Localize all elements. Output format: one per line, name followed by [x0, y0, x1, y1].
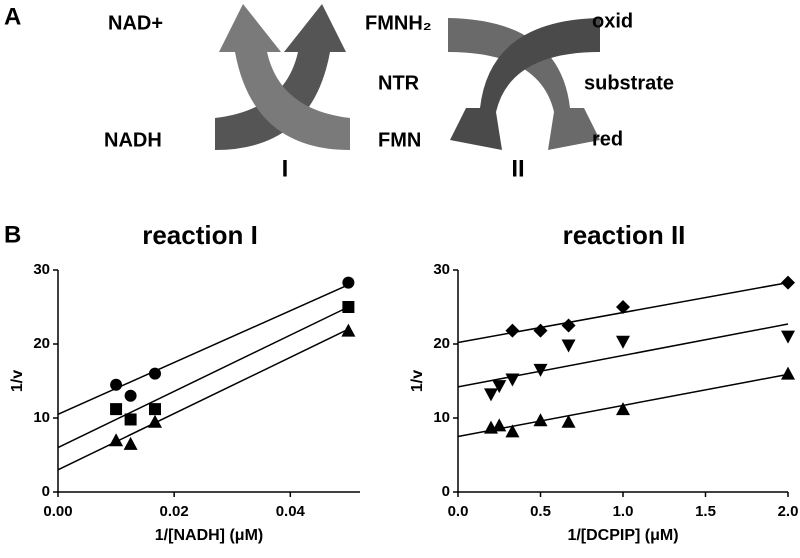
point [505, 323, 520, 338]
y-tick-label: 30 [33, 261, 50, 278]
node-label: oxid [592, 10, 633, 32]
point [505, 373, 520, 387]
x-tick-label: 0.5 [530, 503, 551, 520]
point [533, 363, 548, 377]
point [561, 339, 576, 353]
point [484, 388, 498, 402]
y-tick-label: 0 [442, 483, 450, 500]
node-label: NADH [104, 129, 162, 151]
fit-line [57, 306, 349, 449]
point [533, 413, 548, 427]
node-label: red [592, 128, 623, 150]
fit-line [57, 284, 349, 415]
point [124, 389, 137, 402]
x-tick-label: 1.5 [695, 503, 716, 520]
chart-title: reaction I [142, 220, 258, 250]
x-tick-label: 2.0 [778, 503, 799, 520]
point [616, 335, 630, 349]
node-label: FMN [378, 129, 421, 151]
point [148, 403, 161, 416]
point [561, 414, 576, 428]
point [109, 433, 124, 447]
y-axis-label: 1/v [409, 370, 426, 392]
y-tick-label: 0 [42, 483, 50, 500]
y-tick-label: 10 [33, 409, 50, 426]
arrow [219, 4, 350, 150]
y-tick-label: 30 [433, 261, 450, 278]
point [110, 403, 123, 416]
x-tick-label: 0.04 [276, 503, 306, 520]
point [781, 366, 795, 380]
point [110, 378, 123, 391]
point [781, 275, 795, 290]
arrow [215, 4, 346, 150]
x-tick-label: 0.0 [448, 503, 469, 520]
node-label: NAD+ [108, 12, 163, 34]
point [341, 323, 356, 337]
y-tick-label: 20 [433, 335, 450, 352]
point [124, 413, 137, 426]
point [492, 380, 507, 394]
node-label: NTR [378, 72, 420, 94]
x-tick-label: 1.0 [613, 503, 634, 520]
point [342, 276, 355, 289]
point [533, 323, 548, 338]
y-axis-label: 1/v [9, 370, 26, 392]
panel-label: B [4, 221, 21, 248]
arrow [448, 18, 600, 150]
step-label: I [282, 155, 289, 182]
point [781, 330, 795, 344]
fit-line [57, 328, 349, 471]
point [148, 367, 161, 380]
x-axis-label: 1/[NADH] (μM) [155, 527, 263, 544]
panel-label: A [4, 3, 21, 30]
point [616, 300, 630, 314]
point [342, 301, 355, 313]
point [561, 318, 576, 333]
point [505, 424, 520, 438]
y-tick-label: 20 [33, 335, 50, 352]
arrow [450, 18, 600, 150]
y-tick-label: 10 [433, 409, 450, 426]
x-tick-label: 0.02 [160, 503, 189, 520]
x-axis-label: 1/[DCPIP] (μM) [567, 527, 678, 544]
point [492, 418, 507, 432]
node-label: FMNH₂ [365, 12, 432, 34]
point [123, 436, 138, 450]
point [147, 414, 162, 428]
step-label: II [511, 155, 524, 182]
chart-title: reaction II [563, 220, 686, 250]
point [616, 402, 630, 416]
node-label: substrate [584, 72, 674, 94]
x-tick-label: 0.00 [43, 503, 72, 520]
